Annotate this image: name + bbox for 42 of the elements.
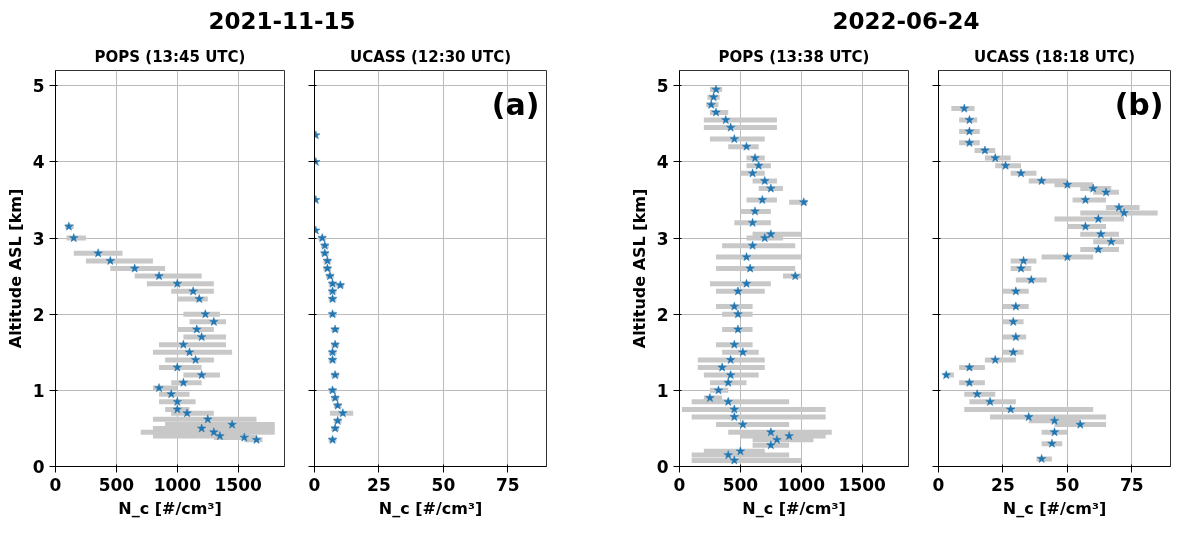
chart-title: UCASS (18:18 UTC) xyxy=(973,47,1136,66)
chart-subtitle: 2022-06-24 xyxy=(832,7,980,36)
y-tick-label: 2 xyxy=(32,304,45,325)
x-axis-title: N_c [#/cm³] xyxy=(742,498,846,518)
y-axis-title: Altitude ASL [km] xyxy=(5,188,25,349)
x-tick-label: 25 xyxy=(367,474,391,495)
x-tick-label: 0 xyxy=(932,474,945,495)
y-tick-label: 1 xyxy=(656,380,669,401)
x-tick-label: 50 xyxy=(431,474,456,495)
x-axis-title: N_c [#/cm³] xyxy=(118,498,222,518)
y-tick-label: 2 xyxy=(656,304,669,325)
y-tick-label: 5 xyxy=(656,76,669,97)
x-tick-label: 0 xyxy=(308,474,321,495)
x-axis-title: N_c [#/cm³] xyxy=(378,498,483,518)
y-tick-label: 0 xyxy=(32,457,45,477)
y-tick-label: 4 xyxy=(656,152,669,173)
chart-title: POPS (13:45 UTC) xyxy=(94,47,246,66)
x-tick-label: 50 xyxy=(1055,474,1080,495)
x-axis-title: N_c [#/cm³] xyxy=(1002,498,1107,518)
y-tick-label: 4 xyxy=(32,152,45,173)
x-tick-label: 1500 xyxy=(214,474,263,495)
x-tick-label: 25 xyxy=(991,474,1015,495)
x-tick-label: 1000 xyxy=(153,474,202,495)
annotation: (b) xyxy=(1114,86,1164,122)
chart-subtitle: 2021-11-15 xyxy=(208,7,356,36)
chart-title: POPS (13:38 UTC) xyxy=(718,47,870,66)
y-tick-label: 5 xyxy=(32,76,45,97)
x-tick-label: 0 xyxy=(49,474,62,495)
annotation: (a) xyxy=(491,86,540,122)
x-tick-label: 500 xyxy=(722,474,759,495)
x-tick-label: 0 xyxy=(673,474,686,495)
x-tick-label: 1500 xyxy=(838,474,887,495)
y-tick-label: 3 xyxy=(656,228,669,249)
y-tick-label: 1 xyxy=(32,380,45,401)
chart-title: UCASS (12:30 UTC) xyxy=(349,47,512,66)
x-tick-label: 500 xyxy=(98,474,135,495)
y-tick-label: 0 xyxy=(656,457,669,477)
y-axis-title: Altitude ASL [km] xyxy=(629,188,649,349)
y-tick-label: 3 xyxy=(32,228,45,249)
x-tick-label: 75 xyxy=(496,474,520,495)
x-tick-label: 75 xyxy=(1120,474,1144,495)
x-tick-label: 1000 xyxy=(777,474,826,495)
